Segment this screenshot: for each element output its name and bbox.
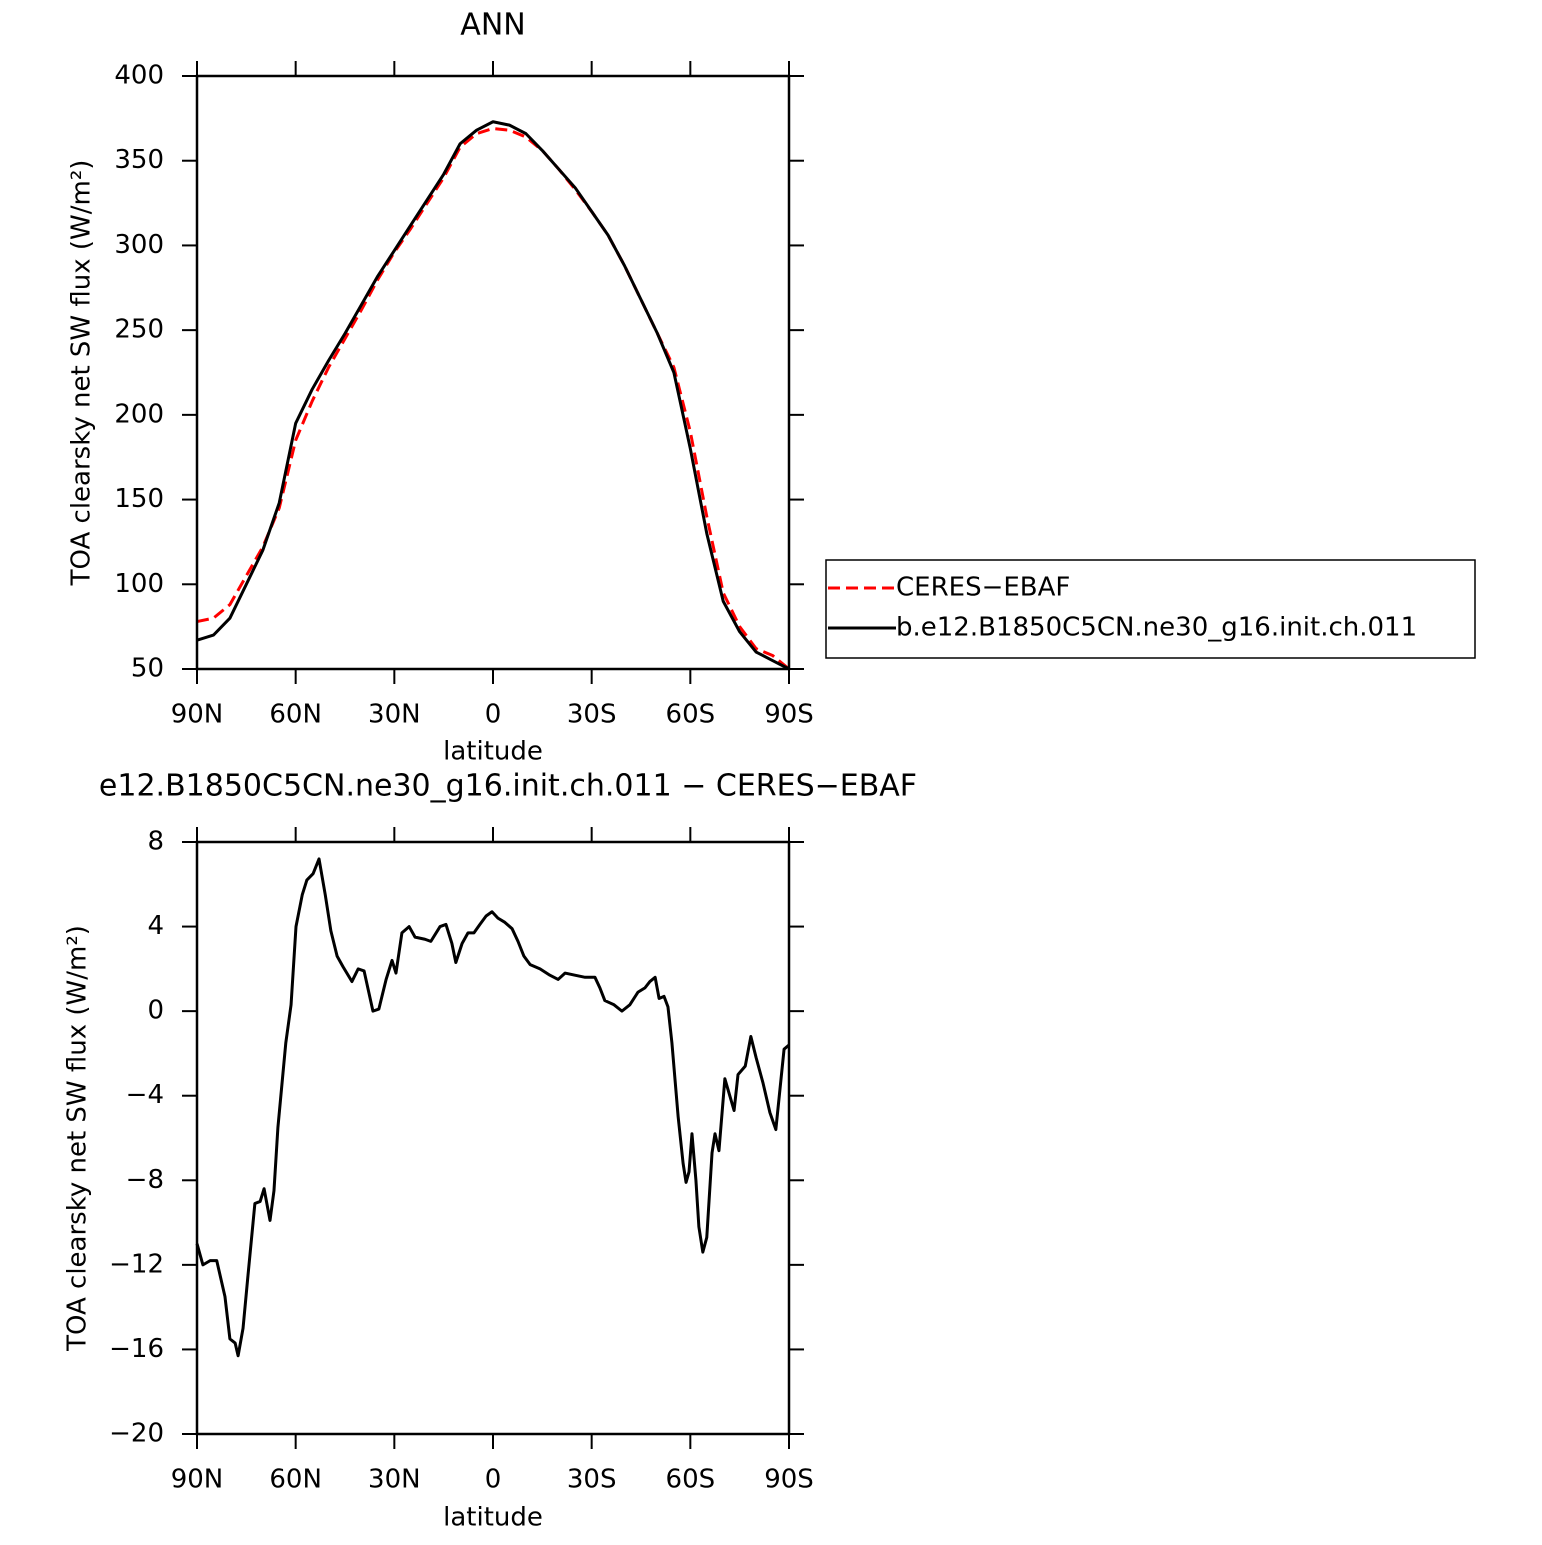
chart-title: e12.B1850C5CN.ne30_g16.init.ch.011 − CER…: [99, 769, 917, 804]
y-tick-label: −12: [109, 1249, 164, 1279]
chart-title: ANN: [460, 8, 525, 43]
x-tick-label: 60N: [269, 1465, 322, 1495]
y-tick-label: 350: [114, 145, 164, 175]
x-tick-label: 90N: [171, 700, 224, 730]
y-tick-label: 200: [114, 399, 164, 429]
y-tick-label: 150: [114, 484, 164, 514]
y-tick-label: 300: [114, 230, 164, 260]
data-line: [196, 120, 790, 671]
data-line: [195, 857, 790, 1358]
y-tick-label: 8: [147, 827, 164, 857]
legend-box: [825, 559, 1476, 659]
x-tick-label: 60N: [269, 700, 322, 730]
y-tick-label: 400: [114, 61, 164, 91]
y-tick-label: 0: [147, 996, 164, 1026]
y-axis-label: TOA clearsky net SW flux (W/m²): [67, 160, 97, 587]
y-tick-label: −4: [126, 1080, 164, 1110]
x-tick-label: 30S: [567, 1465, 617, 1495]
legend-label: b.e12.B1850C5CN.ne30_g16.init.ch.011: [896, 613, 1417, 643]
x-tick-label: 60S: [666, 700, 716, 730]
plot-frame: [195, 74, 791, 671]
x-tick-label: 90S: [764, 700, 814, 730]
y-tick-label: −8: [126, 1165, 164, 1195]
y-tick-label: 50: [131, 654, 164, 684]
y-tick-label: 250: [114, 315, 164, 345]
x-tick-label: 0: [485, 700, 502, 730]
y-tick-label: 100: [114, 569, 164, 599]
x-tick-label: 60S: [666, 1465, 716, 1495]
plot-frame: [195, 840, 791, 1436]
x-axis-label: latitude: [443, 1503, 543, 1533]
x-tick-label: 0: [485, 1465, 502, 1495]
x-tick-label: 90N: [171, 1465, 224, 1495]
y-tick-label: −16: [109, 1334, 164, 1364]
legend-label: CERES−EBAF: [896, 573, 1070, 603]
y-axis-label: TOA clearsky net SW flux (W/m²): [63, 925, 93, 1352]
y-tick-label: −20: [109, 1419, 164, 1449]
x-axis-label: latitude: [443, 737, 543, 767]
data-line: [196, 127, 790, 671]
y-tick-label: 4: [147, 911, 164, 941]
x-tick-label: 30N: [368, 1465, 421, 1495]
x-tick-label: 30S: [567, 700, 617, 730]
x-tick-label: 90S: [764, 1465, 814, 1495]
x-tick-label: 30N: [368, 700, 421, 730]
